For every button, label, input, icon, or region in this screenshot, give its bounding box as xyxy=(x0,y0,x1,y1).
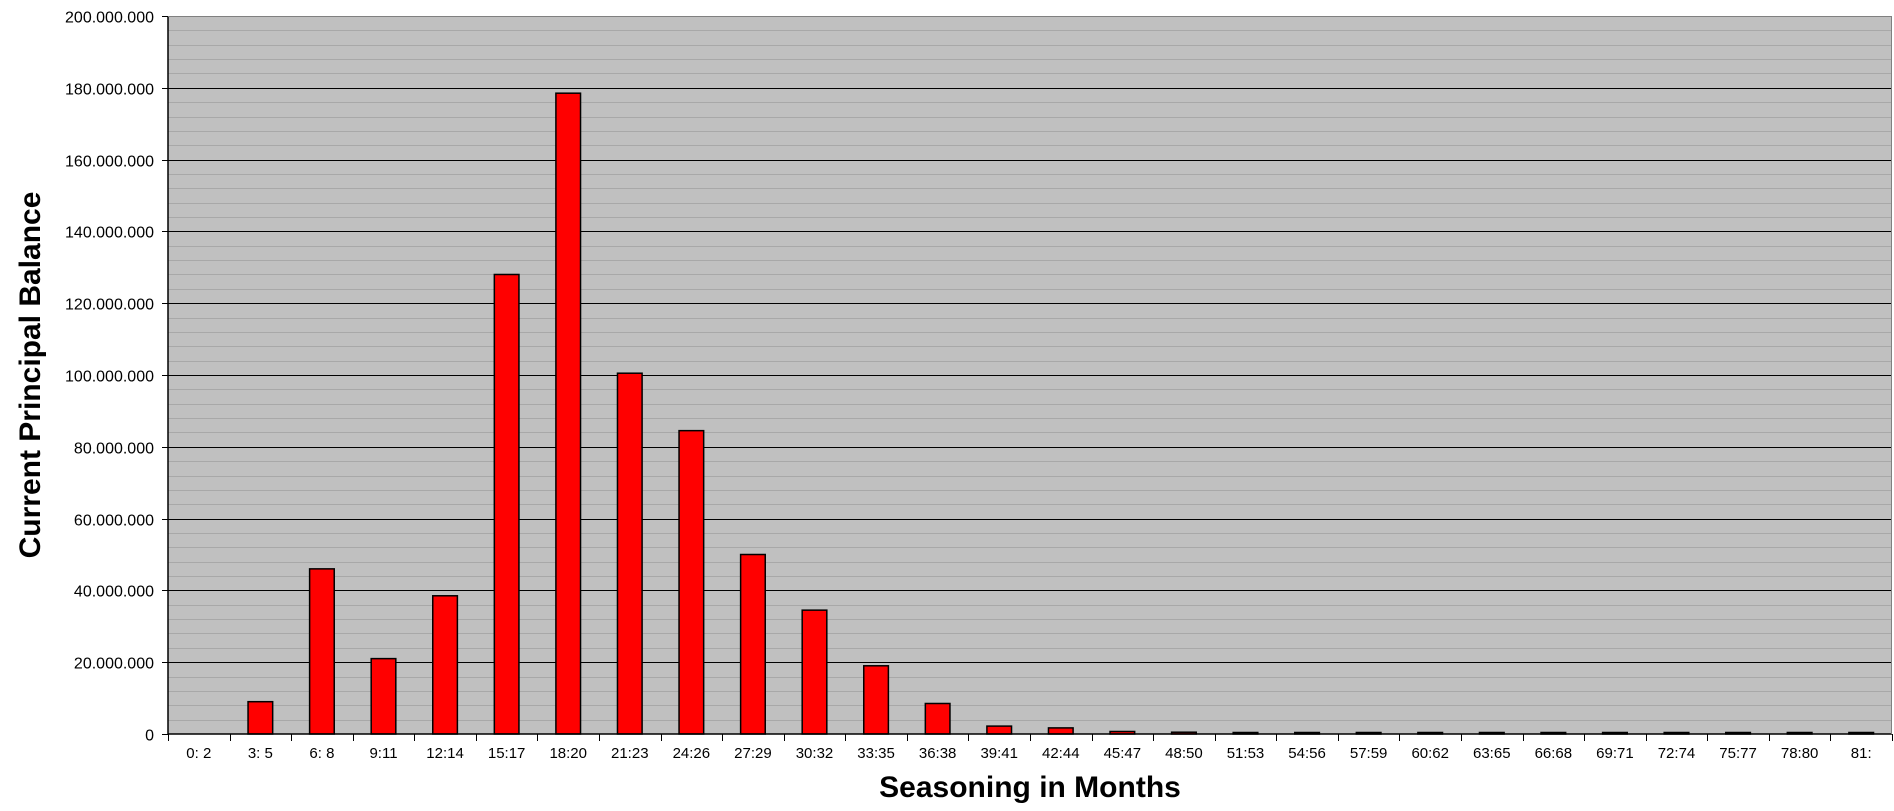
bar xyxy=(308,568,335,735)
x-tick-label: 63:65 xyxy=(1473,745,1511,762)
bar xyxy=(247,700,274,735)
y-tick-label: 40.000.000 xyxy=(74,584,154,601)
y-tick-label: 200.000.000 xyxy=(65,10,154,27)
x-tick-labels: 0: 2 3: 5 6: 8 9:11 12:14 15:17 18:20 21:23 24:2… xyxy=(186,745,1871,762)
x-tick-label: 9:11 xyxy=(369,745,397,762)
x-tick-label: 78:80 xyxy=(1781,745,1819,762)
bar xyxy=(370,657,397,735)
x-tick-label: 36:38 xyxy=(919,745,957,762)
y-tick-label: 180.000.000 xyxy=(65,82,154,99)
x-tick-label: 42:44 xyxy=(1042,745,1080,762)
y-tick-label: 160.000.000 xyxy=(65,154,154,171)
x-tick-label: 15:17 xyxy=(488,745,526,762)
x-tick-label: 18:20 xyxy=(549,745,587,762)
y-tick-label: 140.000.000 xyxy=(65,225,154,242)
bar xyxy=(493,273,520,735)
bar xyxy=(924,702,951,735)
x-tick-label: 60:62 xyxy=(1411,745,1449,762)
y-tick-label: 60.000.000 xyxy=(74,513,154,530)
bar xyxy=(432,595,459,735)
bar xyxy=(801,609,828,735)
y-axis-title: Current Principal Balance xyxy=(14,192,47,559)
bar xyxy=(555,92,582,735)
x-tick-label: 12:14 xyxy=(426,745,464,762)
x-tick-label: 75:77 xyxy=(1719,745,1757,762)
axes xyxy=(162,16,1893,741)
x-tick-label: 69:71 xyxy=(1596,745,1634,762)
x-tick-label: 27:29 xyxy=(734,745,772,762)
x-tick-label: 3: 5 xyxy=(248,745,273,762)
bar xyxy=(863,665,890,735)
x-tick-label: 45:47 xyxy=(1104,745,1142,762)
x-tick-label: 30:32 xyxy=(796,745,834,762)
bar xyxy=(986,725,1013,735)
x-tick-label: 81: xyxy=(1851,745,1872,762)
x-tick-label: 33:35 xyxy=(857,745,895,762)
x-tick-label: 72:74 xyxy=(1658,745,1696,762)
bar xyxy=(616,372,643,735)
x-tick-label: 48:50 xyxy=(1165,745,1203,762)
y-tick-label: 120.000.000 xyxy=(65,297,154,314)
y-tick-label: 0 xyxy=(145,728,154,745)
x-tick-label: 66:68 xyxy=(1535,745,1573,762)
x-tick-label: 39:41 xyxy=(980,745,1018,762)
bar xyxy=(739,553,766,735)
y-tick-label: 20.000.000 xyxy=(74,656,154,673)
x-tick-label: 24:26 xyxy=(673,745,711,762)
y-tick-label: 100.000.000 xyxy=(65,369,154,386)
x-tick-label: 54:56 xyxy=(1288,745,1326,762)
y-tick-labels: 0 20.000.000 40.000.000 60.000.000 80.000.00… xyxy=(65,10,154,745)
x-axis-title: Seasoning in Months xyxy=(879,771,1181,804)
x-tick-label: 57:59 xyxy=(1350,745,1388,762)
x-tick-label: 0: 2 xyxy=(186,745,211,762)
x-tick-label: 21:23 xyxy=(611,745,649,762)
y-tick-label: 80.000.000 xyxy=(74,441,154,458)
bar xyxy=(678,429,705,735)
x-tick-label: 6: 8 xyxy=(309,745,334,762)
x-tick-label: 51:53 xyxy=(1227,745,1265,762)
bar xyxy=(1047,727,1074,735)
